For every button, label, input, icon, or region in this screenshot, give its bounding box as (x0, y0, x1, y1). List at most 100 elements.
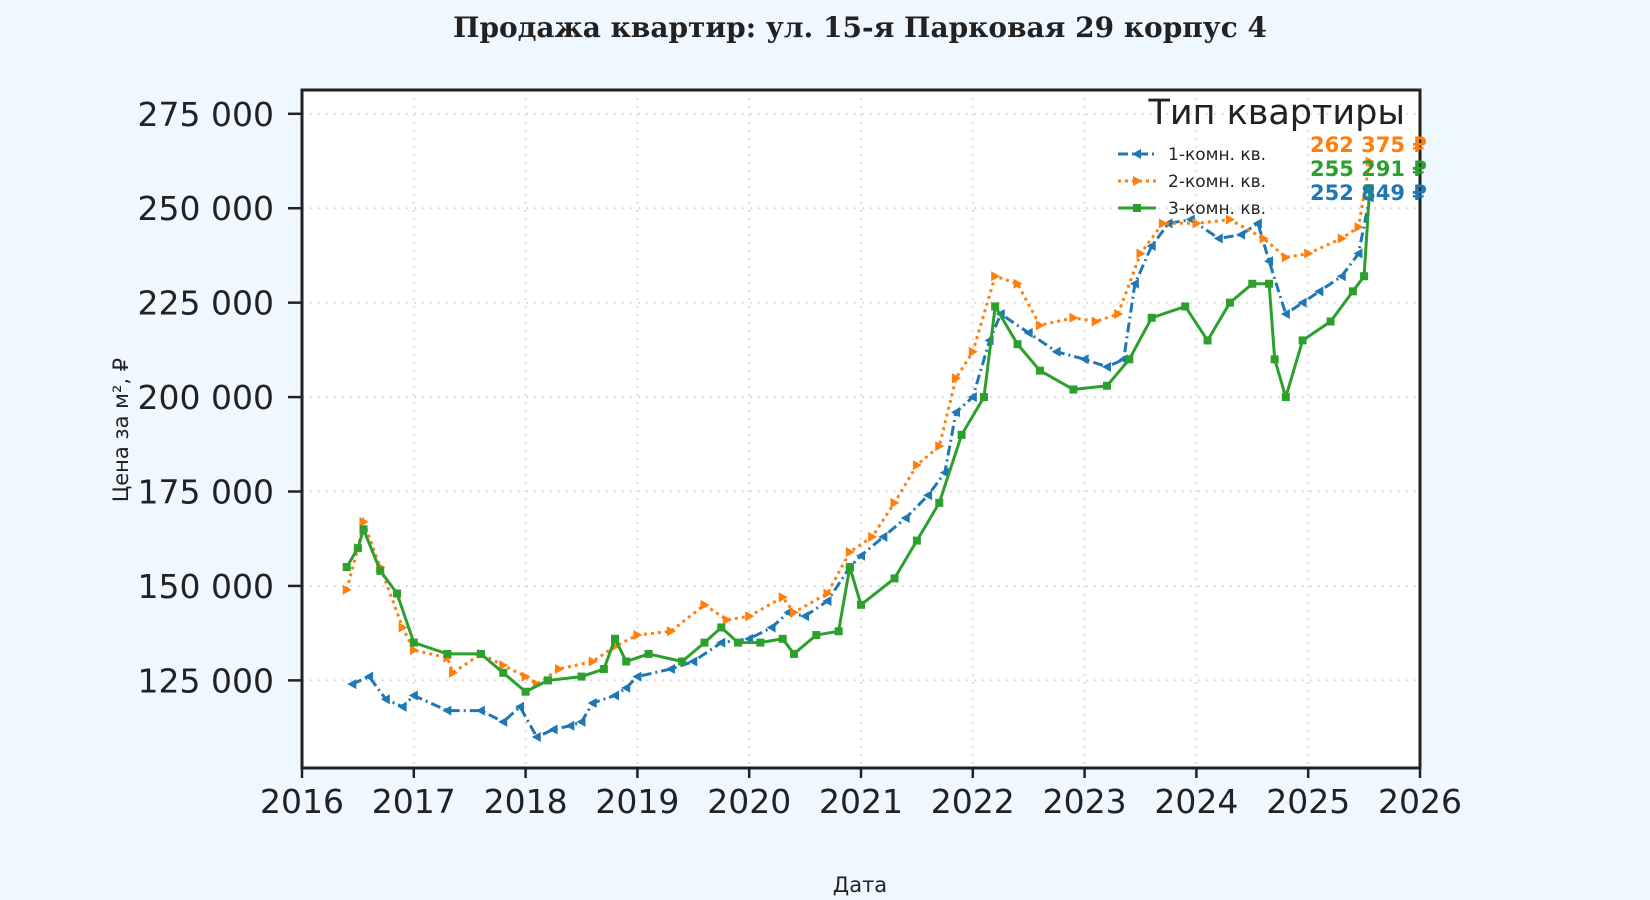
data-point (923, 490, 933, 501)
data-point (878, 531, 888, 542)
data-point (979, 393, 988, 402)
legend-marker (1132, 149, 1141, 159)
data-point (868, 531, 878, 542)
data-point (359, 516, 369, 527)
data-point (857, 600, 865, 609)
x-tick-label: 2016 (260, 782, 344, 821)
data-point (1035, 320, 1045, 331)
data-point (1114, 308, 1124, 319)
data-point (845, 546, 855, 557)
data-point (1264, 256, 1274, 267)
data-point (621, 682, 631, 693)
data-point (951, 407, 961, 418)
x-tick-label: 2021 (819, 782, 903, 821)
data-point (700, 638, 709, 647)
data-point (789, 649, 798, 658)
data-point (1281, 252, 1291, 263)
data-point (1158, 218, 1168, 229)
data-point (745, 611, 755, 622)
data-point (342, 584, 352, 595)
data-point (342, 563, 351, 572)
data-point (766, 622, 776, 633)
data-point (900, 512, 910, 523)
data-point (633, 630, 643, 641)
data-point (393, 589, 402, 598)
data-point (1213, 233, 1223, 244)
data-point (800, 611, 810, 622)
data-point (1248, 279, 1257, 288)
data-point (666, 626, 676, 637)
series-line (345, 161, 1372, 686)
data-point (1192, 218, 1202, 229)
x-tick-label: 2018 (484, 782, 568, 821)
data-point (823, 588, 833, 599)
data-point (1236, 229, 1246, 240)
data-point (398, 622, 408, 633)
data-point (548, 724, 558, 735)
data-point (1146, 240, 1156, 251)
data-point (1136, 248, 1146, 259)
data-point (722, 614, 732, 625)
legend-marker (1133, 176, 1142, 186)
data-point (515, 701, 525, 712)
y-tick-label: 200 000 (138, 378, 274, 417)
data-point (1013, 340, 1022, 349)
end-value-label: 252 849 ₽ (1310, 181, 1427, 205)
data-point (1079, 354, 1089, 365)
data-point (957, 430, 966, 439)
end-value-label: 255 291 ₽ (1310, 157, 1427, 181)
data-point (1225, 298, 1234, 307)
data-point (498, 716, 508, 727)
x-tick-label: 2025 (1266, 782, 1350, 821)
legend: Тип квартиры 1-комн. кв. 2-комн. кв. 3-ком… (1118, 93, 1405, 219)
x-tick-label: 2026 (1378, 782, 1462, 821)
data-point (1147, 313, 1156, 322)
data-point (376, 566, 385, 575)
data-point (409, 645, 419, 656)
data-point (408, 690, 418, 701)
data-point (1298, 336, 1307, 345)
data-point (1348, 287, 1357, 296)
x-tick-label: 2024 (1154, 782, 1238, 821)
data-point (359, 525, 368, 534)
data-point (555, 664, 565, 675)
data-point (632, 671, 642, 682)
chart-title: Продажа квартир: ул. 15-я Парковая 29 ко… (453, 11, 1267, 44)
data-point (499, 660, 509, 671)
data-point (1102, 381, 1111, 390)
data-point (991, 302, 1000, 311)
data-point (1265, 279, 1274, 288)
x-tick-label: 2022 (931, 782, 1015, 821)
data-point (644, 649, 653, 658)
data-point (565, 720, 575, 731)
data-point (1035, 366, 1044, 375)
data-point (1125, 355, 1134, 364)
data-point (1051, 346, 1061, 357)
data-point (448, 667, 458, 678)
data-point (1337, 233, 1347, 244)
data-point (587, 698, 597, 709)
legend-marker (1133, 204, 1141, 212)
y-tick-label: 275 000 (138, 95, 274, 134)
data-point (576, 716, 586, 727)
data-point (1023, 327, 1033, 338)
data-point (1252, 218, 1262, 229)
x-tick-label: 2019 (595, 782, 679, 821)
y-tick-label: 150 000 (138, 567, 274, 606)
data-point (952, 373, 962, 384)
data-point (912, 460, 922, 471)
data-point (991, 271, 1001, 282)
data-point (442, 705, 452, 716)
data-point (475, 705, 485, 716)
data-point (1365, 156, 1375, 167)
data-point (476, 649, 485, 658)
data-point (409, 638, 418, 647)
data-point (1013, 278, 1023, 289)
data-point (1203, 336, 1212, 345)
data-point (1360, 272, 1369, 281)
data-point (789, 607, 799, 618)
data-point (935, 498, 944, 507)
data-point (1259, 233, 1269, 244)
data-point (845, 563, 854, 572)
data-point (939, 467, 949, 478)
